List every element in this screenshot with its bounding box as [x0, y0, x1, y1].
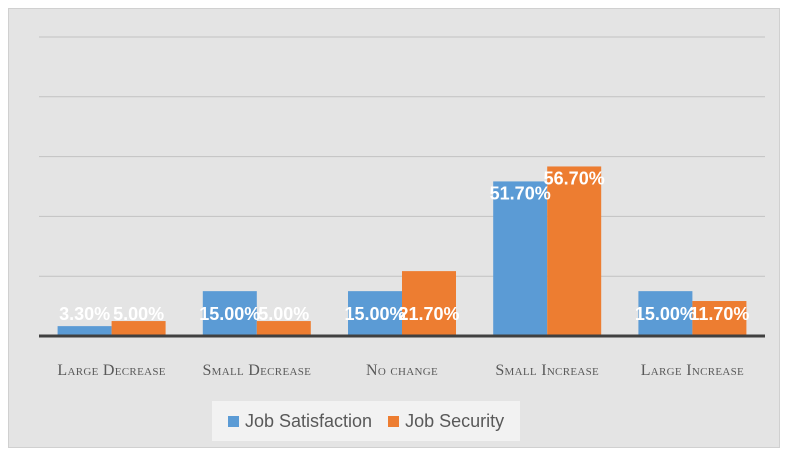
x-tick-label: Large Increase [641, 362, 744, 379]
data-label: 5.00% [258, 304, 309, 324]
bar [348, 291, 402, 336]
legend-swatch-job-security [388, 415, 400, 427]
x-tick-label: Small Decrease [202, 362, 311, 379]
bar [202, 291, 257, 336]
data-label: 51.70% [490, 183, 551, 203]
data-label: 21.70% [398, 304, 459, 324]
x-tick-label: Large Decrease [57, 362, 165, 379]
legend-item-job-security: Job Security [388, 411, 504, 432]
legend-item-job-satisfaction: Job Satisfaction [228, 411, 372, 432]
bar [692, 301, 747, 336]
bar [256, 321, 311, 336]
data-label: 3.30% [59, 304, 110, 324]
bar [402, 271, 456, 336]
bar [493, 181, 548, 336]
legend-swatch-job-satisfaction [228, 415, 239, 427]
bar [57, 326, 112, 336]
data-label: 15.00% [635, 304, 696, 324]
chart-frame: 3.30% 5.00% 15.00% 5.00% 15.00% 21.70% 51.70% 5… [8, 8, 780, 448]
bar [547, 166, 602, 336]
data-label: 15.00% [344, 304, 405, 324]
bar [111, 321, 166, 336]
x-tick-label: No change [366, 362, 438, 379]
bar [638, 291, 693, 336]
x-tick-label: Small Increase [495, 362, 599, 379]
legend: Job Satisfaction Job Security [212, 401, 521, 441]
data-label: 15.00% [199, 304, 260, 324]
data-label: 11.70% [689, 304, 749, 324]
data-label: 5.00% [113, 304, 164, 324]
bar-chart: 3.30% 5.00% 15.00%5.00% 15.00%21.70%51.70%5… [39, 36, 765, 379]
legend-label-job-satisfaction: Job Satisfaction [245, 410, 373, 431]
data-label: 56.70% [544, 168, 605, 188]
legend-label-job-security: Job Security [405, 410, 505, 431]
